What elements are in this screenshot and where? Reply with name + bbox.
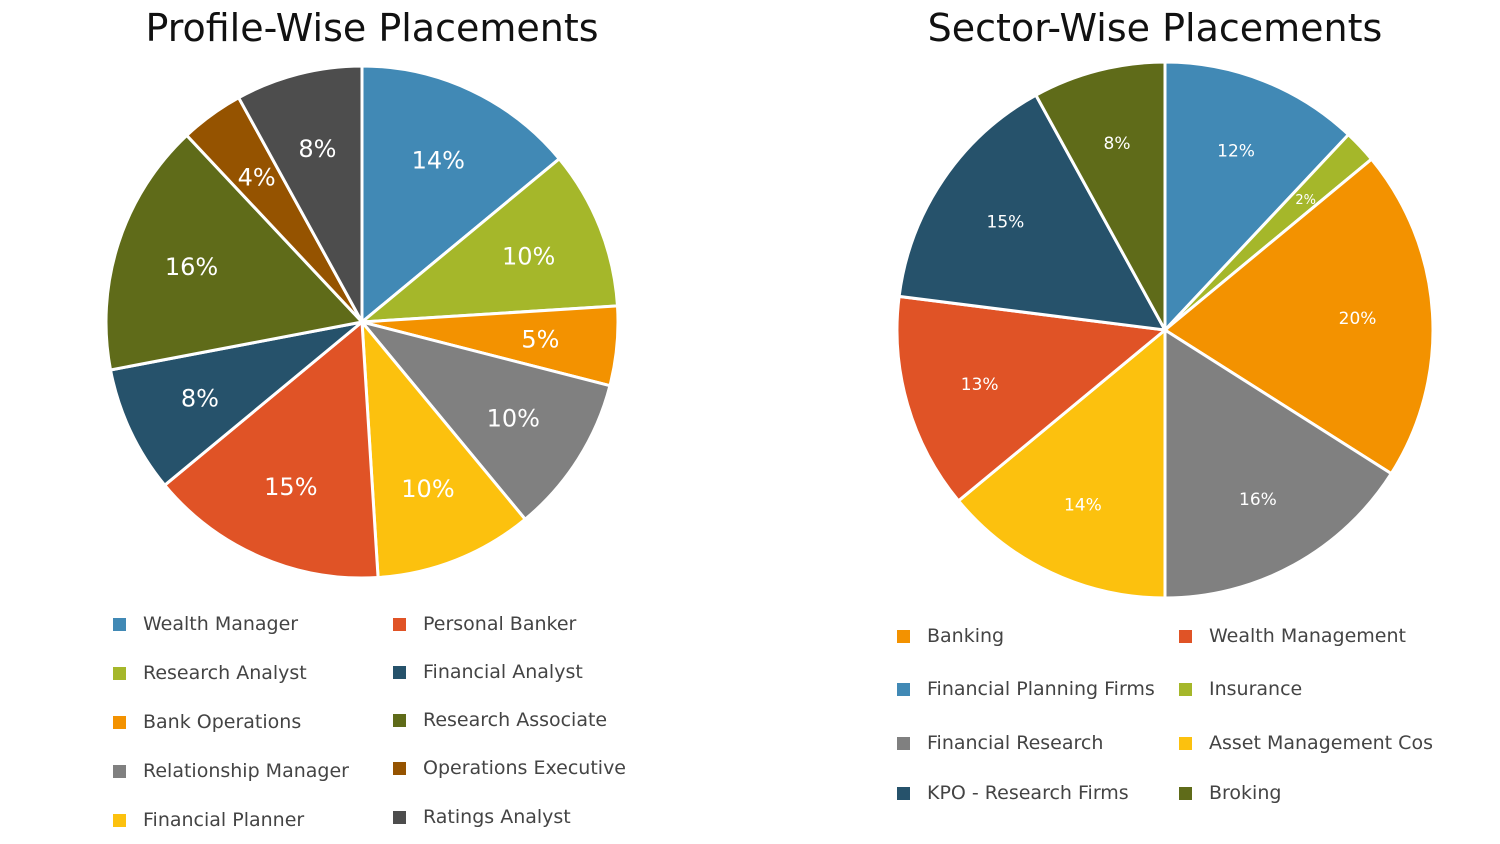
legend-swatch bbox=[113, 666, 126, 680]
data-label: 5% bbox=[521, 325, 559, 353]
data-label: 4% bbox=[238, 163, 276, 191]
pie-slice-financial-planning-firms bbox=[1163, 60, 1351, 334]
legend-swatch bbox=[113, 715, 126, 729]
legend-swatch bbox=[1179, 786, 1192, 800]
legend-item[interactable]: Broking bbox=[1179, 782, 1281, 804]
data-label: 14% bbox=[412, 146, 465, 174]
legend-label: Wealth Manager bbox=[143, 613, 299, 635]
data-label: 16% bbox=[165, 253, 218, 281]
legend-swatch bbox=[897, 786, 910, 800]
legend-swatch bbox=[113, 813, 126, 827]
data-label: 13% bbox=[961, 375, 999, 395]
data-label: 10% bbox=[487, 404, 540, 432]
sector-chart-title: Sector-Wise Placements bbox=[927, 6, 1383, 50]
legend-item[interactable]: Financial Planning Firms bbox=[897, 678, 1155, 700]
legend-label: Financial Planner bbox=[143, 809, 305, 831]
legend-item[interactable]: Ratings Analyst bbox=[393, 806, 571, 828]
data-label: 20% bbox=[1339, 309, 1377, 329]
data-label: 15% bbox=[987, 212, 1025, 232]
legend-swatch bbox=[897, 629, 910, 643]
legend-item[interactable]: Operations Executive bbox=[393, 757, 626, 779]
pie-slice-asset-management-cos bbox=[956, 326, 1167, 600]
legend-label: Research Analyst bbox=[143, 662, 307, 684]
legend-label: Personal Banker bbox=[423, 613, 577, 635]
legend-item[interactable]: Wealth Manager bbox=[113, 613, 298, 635]
legend-label: Banking bbox=[927, 625, 1005, 647]
legend-label: Broking bbox=[1209, 782, 1282, 804]
legend-item[interactable]: Financial Analyst bbox=[393, 661, 583, 683]
pie-slice-broking bbox=[1033, 60, 1167, 331]
data-label: 8% bbox=[181, 385, 219, 413]
legend-label: Relationship Manager bbox=[143, 760, 349, 782]
legend-swatch bbox=[393, 665, 406, 679]
legend-item[interactable]: Research Associate bbox=[393, 709, 607, 731]
pie-slice-research-analyst bbox=[357, 156, 620, 324]
data-label: 8% bbox=[298, 135, 336, 163]
legend-item[interactable]: Relationship Manager bbox=[113, 760, 349, 782]
legend-item[interactable]: Personal Banker bbox=[393, 613, 576, 635]
legend-swatch bbox=[393, 713, 406, 727]
pie-slice-financial-planner bbox=[360, 317, 528, 580]
legend-item[interactable]: Asset Management Cos bbox=[1179, 732, 1433, 754]
pie-slice-wealth-management bbox=[895, 294, 1169, 503]
profile-chart-title: Profile-Wise Placements bbox=[145, 6, 599, 50]
data-label: 16% bbox=[1239, 490, 1277, 510]
pie-slice-financial-research bbox=[1163, 327, 1394, 600]
data-label: 14% bbox=[1064, 496, 1102, 516]
data-label: 8% bbox=[1104, 134, 1131, 154]
data-label: 10% bbox=[401, 475, 454, 503]
legend-label: Ratings Analyst bbox=[423, 806, 571, 828]
pie-slice-kpo-research-firms bbox=[897, 93, 1168, 332]
legend-swatch bbox=[393, 761, 406, 775]
legend-swatch bbox=[113, 617, 126, 631]
legend-item[interactable]: Financial Planner bbox=[113, 809, 304, 831]
legend-swatch bbox=[897, 736, 910, 750]
legend-item[interactable]: Banking bbox=[897, 625, 1004, 647]
data-label: 15% bbox=[264, 473, 317, 501]
legend-item[interactable]: KPO - Research Firms bbox=[897, 782, 1129, 804]
legend-item[interactable]: Bank Operations bbox=[113, 711, 301, 733]
legend-swatch bbox=[1179, 736, 1192, 750]
legend-label: Research Associate bbox=[423, 709, 608, 731]
legend-label: Wealth Management bbox=[1209, 625, 1406, 647]
data-label: 10% bbox=[502, 242, 555, 270]
legend-swatch bbox=[393, 810, 406, 824]
legend-item[interactable]: Wealth Management bbox=[1179, 625, 1406, 647]
legend-label: Asset Management Cos bbox=[1209, 732, 1433, 754]
legend-swatch bbox=[1179, 682, 1192, 696]
pie-slice-wealth-manager bbox=[360, 64, 562, 326]
pie-slice-relationship-manager bbox=[357, 319, 612, 522]
legend-label: Financial Planning Firms bbox=[927, 678, 1155, 700]
pie-slice-financial-analyst bbox=[108, 320, 363, 488]
legend-swatch bbox=[113, 764, 126, 778]
legend-label: Financial Analyst bbox=[423, 661, 583, 683]
legend-item[interactable]: Research Analyst bbox=[113, 662, 307, 684]
pie-slice-ratings-analyst bbox=[236, 64, 364, 323]
legend-swatch bbox=[393, 617, 406, 631]
legend-label: KPO - Research Firms bbox=[927, 782, 1129, 804]
legend-swatch bbox=[1179, 629, 1192, 643]
legend-label: Operations Executive bbox=[423, 757, 626, 779]
pie-slice-personal-banker bbox=[162, 318, 380, 580]
legend-label: Bank Operations bbox=[143, 711, 302, 733]
data-label: 12% bbox=[1217, 142, 1255, 162]
legend-item[interactable]: Insurance bbox=[1179, 678, 1302, 700]
legend-label: Insurance bbox=[1209, 678, 1303, 700]
data-label: 2% bbox=[1295, 193, 1316, 208]
legend-item[interactable]: Financial Research bbox=[897, 732, 1103, 754]
legend-label: Financial Research bbox=[927, 732, 1104, 754]
legend-swatch bbox=[897, 682, 910, 696]
pie-slice-banking bbox=[1162, 157, 1435, 476]
pie-slice-research-associate bbox=[104, 133, 365, 372]
